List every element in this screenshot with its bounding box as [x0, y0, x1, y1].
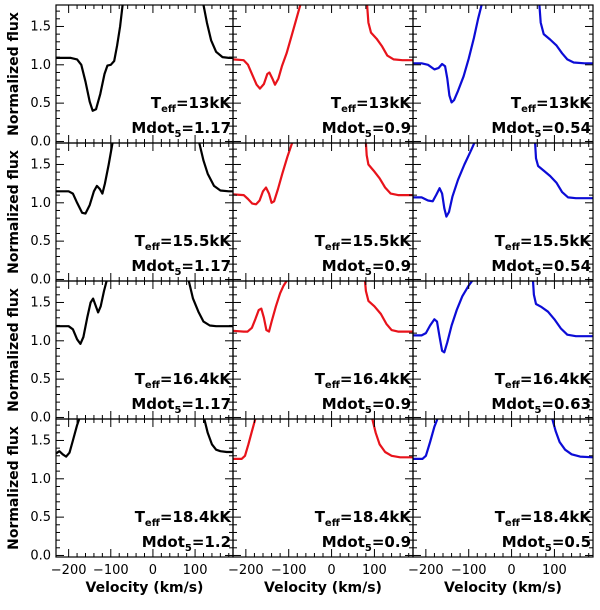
mdot-annotation: Mdot5=1.17 [131, 119, 231, 140]
text-layer: 0.0 0.5 1.0 1.5 0.0 0.5 1.0 1.5 0.0 0.5 1.0 1.5 0.0 0… [6, 12, 592, 596]
series-line-r0c2-seg0 [413, 5, 483, 104]
x-tick-label: 0 [507, 563, 515, 578]
mdot-annotation: Mdot5=0.63 [491, 395, 591, 416]
y-tick-label: 0.0 [30, 134, 51, 149]
series-line-r1c0-seg1 [198, 143, 233, 193]
series-line-r3c1-seg0 [233, 419, 257, 460]
series-line-r1c2-seg1 [534, 143, 593, 200]
y-tick-label: 0.5 [30, 96, 51, 111]
series-line-r2c0-seg0 [56, 281, 108, 345]
y-tick-label: 1.5 [30, 433, 51, 448]
x-tick-label: 0 [149, 563, 157, 578]
y-axis-title: Normalized flux [6, 150, 22, 274]
y-axis-title: Normalized flux [6, 288, 22, 412]
teff-annotation: Teff=13kK [511, 94, 593, 115]
y-tick-label: 1.5 [30, 295, 51, 310]
series-line-r2c0-seg1 [187, 281, 233, 328]
series-line-r1c1-seg0 [233, 143, 294, 206]
teff-annotation: Teff=13kK [151, 94, 233, 115]
mdot-annotation: Mdot5=0.9 [322, 395, 411, 416]
series-line-r2c1-seg1 [363, 281, 413, 333]
series-line-r0c2-seg1 [538, 5, 593, 65]
x-tick-label: −200 [51, 563, 87, 578]
y-tick-label: 1.0 [30, 196, 51, 211]
x-tick-label: 100 [183, 563, 208, 578]
y-tick-label: 0.5 [30, 234, 51, 249]
y-tick-label: 1.0 [30, 334, 51, 349]
teff-annotation: Teff=15.5kK [495, 232, 593, 253]
y-tick-label: 0.0 [30, 272, 51, 287]
x-tick-label: −100 [93, 563, 129, 578]
series-line-r2c2-seg1 [531, 281, 593, 338]
series-line-r3c2-seg0 [413, 419, 439, 460]
mdot-annotation: Mdot5=0.54 [491, 257, 591, 278]
teff-annotation: Teff=13kK [331, 94, 413, 115]
mdot-annotation: Mdot5=1.17 [131, 395, 231, 416]
y-axis-title: Normalized flux [6, 426, 22, 550]
series-line-r3c0-seg1 [203, 419, 233, 454]
series-line-r1c0-seg0 [56, 143, 114, 215]
x-tick-label: −100 [451, 563, 487, 578]
series-line-r3c2-seg1 [551, 419, 593, 459]
mdot-annotation: Mdot5=1.17 [131, 257, 231, 278]
y-tick-label: 0.0 [30, 548, 51, 563]
series-line-r0c0-seg1 [202, 5, 233, 59]
y-tick-label: 0.5 [30, 372, 51, 387]
y-tick-label: 0.0 [30, 410, 51, 425]
x-tick-label: 100 [542, 563, 567, 578]
x-tick-label: 100 [362, 563, 387, 578]
mdot-annotation: Mdot5=0.9 [322, 257, 411, 278]
mdot-annotation: Mdot5=1.2 [142, 533, 231, 554]
y-tick-label: 1.0 [30, 472, 51, 487]
teff-annotation: Teff=18.4kK [495, 508, 593, 529]
series-line-r0c1-seg0 [233, 5, 302, 90]
series-line-r2c1-seg0 [233, 281, 288, 333]
series-line-r1c2-seg0 [413, 143, 476, 218]
x-axis-title: Velocity (km/s) [86, 580, 204, 596]
series-line-r3c1-seg1 [371, 419, 413, 459]
series-line-r1c1-seg1 [364, 143, 413, 197]
series-line-r0c1-seg1 [366, 5, 413, 62]
teff-annotation: Teff=15.5kK [315, 232, 413, 253]
y-axis-title: Normalized flux [6, 12, 22, 136]
x-tick-label: 0 [327, 563, 335, 578]
x-tick-label: −200 [228, 563, 264, 578]
teff-annotation: Teff=16.4kK [135, 370, 233, 391]
teff-annotation: Teff=15.5kK [135, 232, 233, 253]
mdot-annotation: Mdot5=0.9 [322, 533, 411, 554]
teff-annotation: Teff=16.4kK [315, 370, 413, 391]
series-line-r2c2-seg0 [413, 281, 473, 354]
series-line-r0c0-seg0 [56, 5, 124, 112]
x-axis-title: Velocity (km/s) [264, 580, 382, 596]
y-tick-label: 1.5 [30, 19, 51, 34]
teff-annotation: Teff=18.4kK [135, 508, 233, 529]
teff-annotation: Teff=18.4kK [315, 508, 413, 529]
x-tick-label: −200 [408, 563, 444, 578]
line-layer [56, 5, 593, 460]
y-tick-label: 1.5 [30, 157, 51, 172]
teff-annotation: Teff=16.4kK [495, 370, 593, 391]
x-axis-title: Velocity (km/s) [444, 580, 562, 596]
mdot-annotation: Mdot5=0.9 [322, 119, 411, 140]
series-line-r3c0-seg0 [56, 419, 81, 458]
tick-layer [56, 5, 593, 557]
x-tick-label: −100 [271, 563, 307, 578]
y-tick-label: 0.5 [30, 510, 51, 525]
mdot-annotation: Mdot5=0.5 [502, 533, 591, 554]
mdot-annotation: Mdot5=0.54 [491, 119, 591, 140]
y-tick-label: 1.0 [30, 58, 51, 73]
